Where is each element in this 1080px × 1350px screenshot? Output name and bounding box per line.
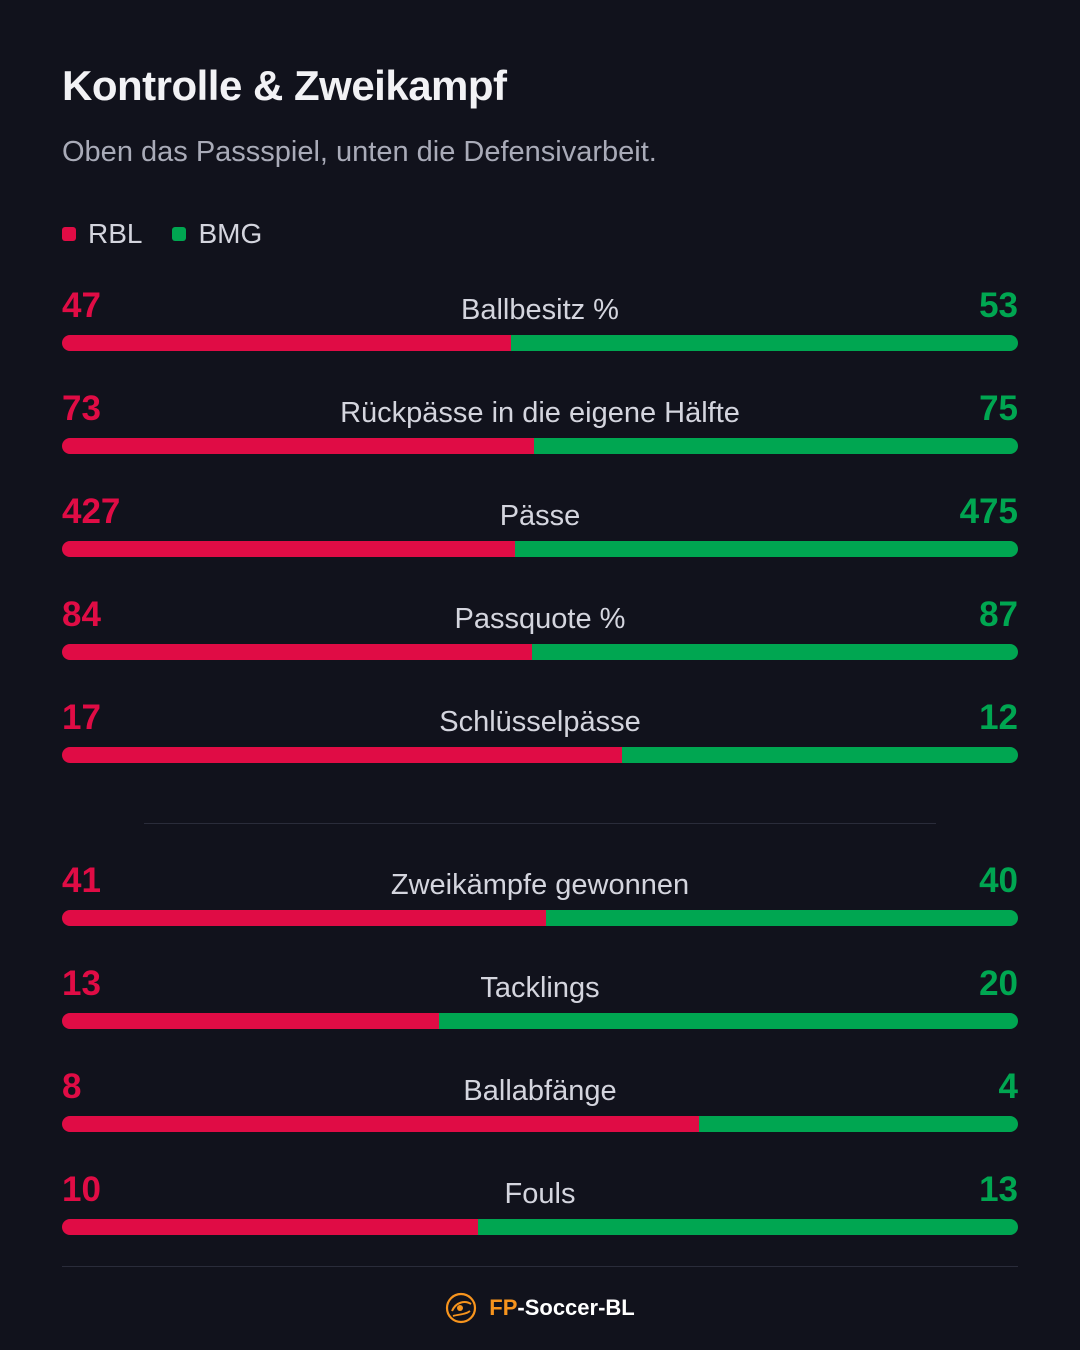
- stat-value-home: 8: [62, 1067, 82, 1106]
- legend-item-away: BMG: [172, 218, 262, 250]
- stat-row: 13 Tacklings 20: [62, 964, 1018, 1067]
- bar-segment-home: [62, 335, 511, 351]
- stat-value-away: 12: [979, 698, 1018, 737]
- bar-segment-home: [62, 747, 622, 763]
- stat-value-home: 84: [62, 595, 101, 634]
- stats-group-defense: 41 Zweikämpfe gewonnen 40 13 Tacklings 20 8 Bal…: [62, 861, 1018, 1273]
- stat-value-away: 87: [979, 595, 1018, 634]
- stat-value-home: 427: [62, 492, 121, 531]
- bar-segment-home: [62, 438, 534, 454]
- bar-segment-home: [62, 1116, 699, 1132]
- stat-bar: [62, 438, 1018, 454]
- bar-segment-home: [62, 541, 515, 557]
- legend-item-home: RBL: [62, 218, 142, 250]
- stat-label: Ballbesitz %: [461, 294, 619, 326]
- footer-brand: FP -Soccer-BL: [0, 1292, 1080, 1324]
- bar-segment-away: [532, 644, 1018, 660]
- stat-value-away: 75: [979, 389, 1018, 428]
- bar-segment-home: [62, 1219, 478, 1235]
- stat-label: Passquote %: [454, 603, 626, 635]
- stat-value-away: 20: [979, 964, 1018, 1003]
- stat-row: 10 Fouls 13: [62, 1170, 1018, 1273]
- stats-group-passing: 47 Ballbesitz % 53 73 Rückpässe in die eigen…: [62, 286, 1018, 801]
- brand-suffix: -Soccer-BL: [517, 1295, 635, 1320]
- stat-value-away: 475: [959, 492, 1018, 531]
- bar-segment-home: [62, 1013, 439, 1029]
- stat-value-home: 73: [62, 389, 101, 428]
- stat-value-away: 13: [979, 1170, 1018, 1209]
- legend-swatch-away: [172, 227, 187, 241]
- stat-label: Ballabfänge: [463, 1075, 617, 1107]
- legend: RBL BMG: [62, 218, 292, 250]
- bar-segment-away: [622, 747, 1018, 763]
- legend-swatch-home: [62, 227, 76, 241]
- bar-segment-away: [534, 438, 1018, 454]
- group-divider: [144, 823, 936, 824]
- stat-bar: [62, 910, 1018, 926]
- stat-row: 17 Schlüsselpässe 12: [62, 698, 1018, 801]
- stat-bar: [62, 335, 1018, 351]
- stat-value-home: 10: [62, 1170, 101, 1209]
- stat-value-away: 4: [998, 1067, 1018, 1106]
- bar-segment-away: [699, 1116, 1018, 1132]
- stat-row: 41 Zweikämpfe gewonnen 40: [62, 861, 1018, 964]
- stat-value-home: 17: [62, 698, 101, 737]
- bar-segment-away: [478, 1219, 1018, 1235]
- stat-label: Fouls: [504, 1178, 576, 1210]
- stat-bar: [62, 1219, 1018, 1235]
- bar-segment-away: [511, 335, 1018, 351]
- legend-label-away: BMG: [198, 218, 263, 249]
- stat-label: Schlüsselpässe: [439, 706, 641, 738]
- stat-bar: [62, 1116, 1018, 1132]
- stat-row: 8 Ballabfänge 4: [62, 1067, 1018, 1170]
- page-subtitle: Oben das Passspiel, unten die Defensivar…: [62, 136, 657, 168]
- stat-row: 73 Rückpässe in die eigene Hälfte 75: [62, 389, 1018, 492]
- stat-bar: [62, 541, 1018, 557]
- stat-bar: [62, 1013, 1018, 1029]
- page-title: Kontrolle & Zweikampf: [62, 62, 507, 109]
- stat-value-away: 40: [979, 861, 1018, 900]
- stat-label: Rückpässe in die eigene Hälfte: [340, 397, 740, 429]
- stat-value-home: 41: [62, 861, 101, 900]
- legend-label-home: RBL: [88, 218, 143, 249]
- stat-bar: [62, 644, 1018, 660]
- stat-label: Pässe: [499, 500, 581, 532]
- stat-value-away: 53: [979, 286, 1018, 325]
- footer-divider: [62, 1266, 1018, 1267]
- stat-row: 84 Passquote % 87: [62, 595, 1018, 698]
- stat-label: Tacklings: [480, 972, 600, 1004]
- stat-row: 47 Ballbesitz % 53: [62, 286, 1018, 389]
- bar-segment-away: [439, 1013, 1018, 1029]
- stat-bar: [62, 747, 1018, 763]
- stat-label: Zweikämpfe gewonnen: [390, 869, 690, 901]
- brand-prefix: FP: [489, 1295, 518, 1320]
- bar-segment-away: [515, 541, 1018, 557]
- stat-value-home: 13: [62, 964, 101, 1003]
- bar-segment-home: [62, 910, 546, 926]
- bar-segment-home: [62, 644, 532, 660]
- bar-segment-away: [546, 910, 1018, 926]
- stat-value-home: 47: [62, 286, 101, 325]
- stat-row: 427 Pässe 475: [62, 492, 1018, 595]
- soccer-ball-logo-icon: [446, 1292, 477, 1324]
